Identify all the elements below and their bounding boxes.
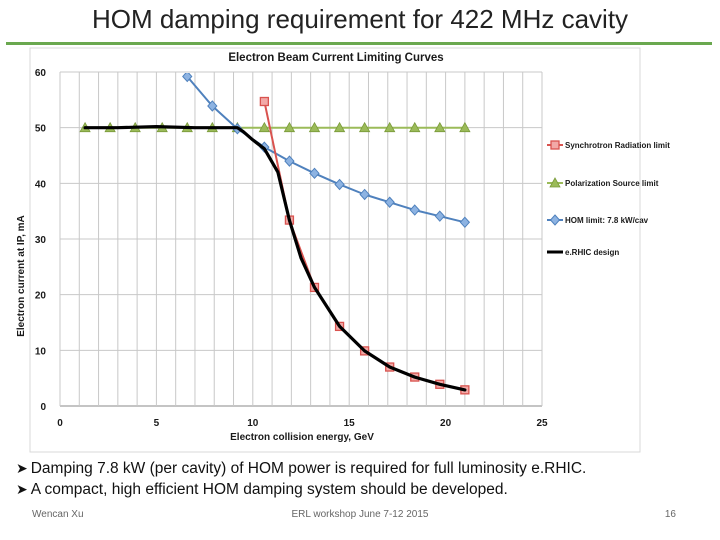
legend: Synchrotron Radiation limit Polarization … — [547, 140, 670, 257]
data-point — [259, 96, 270, 107]
x-tick-labels: 0 5 10 15 20 25 — [57, 418, 548, 429]
data-point — [358, 121, 371, 133]
x-tick-label: 10 — [247, 418, 259, 429]
arrow-bullet-icon: ➤ — [16, 460, 28, 476]
x-axis-label: Electron collision energy, GeV — [230, 432, 374, 443]
legend-label: HOM limit: 7.8 kW/cav — [565, 216, 649, 225]
footer-author: Wencan Xu — [32, 509, 84, 520]
bullet-item: ➤ A compact, high efficient HOM damping s… — [16, 479, 716, 500]
series-hom-limit-7-8-kw-cav — [182, 73, 471, 229]
data-point — [333, 121, 346, 133]
footer-page-number: 16 — [664, 509, 676, 520]
data-point — [434, 121, 446, 133]
series-e-rhic-design — [83, 124, 467, 392]
title-divider — [6, 42, 712, 45]
footer-event: ERL workshop June 7-12 2015 — [291, 509, 429, 520]
chart-frame — [29, 47, 641, 453]
y-tick-label: 60 — [35, 68, 47, 79]
data-point — [359, 188, 370, 201]
slide-title: HOM damping requirement for 422 MHz cavi… — [91, 4, 629, 34]
data-point — [308, 121, 321, 133]
bullet-text: Damping 7.8 kW (per cavity) of HOM power… — [30, 460, 587, 477]
x-tick-label: 5 — [154, 418, 160, 429]
legend-label: e.RHIC design — [565, 248, 619, 257]
data-point — [309, 167, 320, 180]
data-point — [207, 100, 218, 112]
arrow-bullet-icon: ➤ — [16, 481, 28, 497]
legend-label: Polarization Source limit — [565, 179, 659, 188]
data-point — [409, 204, 420, 216]
bullet-item: ➤ Damping 7.8 kW (per cavity) of HOM powe… — [16, 458, 716, 479]
data-point — [384, 196, 395, 209]
legend-swatch-marker — [550, 140, 560, 150]
y-axis-label: Electron current at IP, mA — [16, 215, 27, 337]
data-point — [459, 121, 471, 133]
data-point — [409, 121, 421, 133]
bullet-text: A compact, high efficient HOM damping sy… — [30, 481, 508, 498]
data-point — [283, 121, 296, 133]
x-tick-label: 25 — [536, 418, 548, 429]
data-point — [334, 178, 345, 191]
series-line — [83, 124, 467, 392]
y-tick-label: 20 — [35, 291, 47, 302]
data-point — [459, 216, 471, 229]
data-point — [258, 121, 271, 133]
data-point — [182, 73, 193, 83]
legend-item-synchrotron-radiation-limit: Synchrotron Radiation limit — [547, 140, 670, 150]
legend-item-polarization-source-limit: Polarization Source limit — [547, 177, 659, 188]
x-tick-label: 20 — [440, 418, 452, 429]
y-tick-label: 30 — [35, 235, 47, 246]
x-tick-label: 15 — [344, 418, 356, 429]
data-point — [284, 155, 295, 167]
legend-item-e-rhic-design: e.RHIC design — [547, 248, 619, 257]
series-layer — [79, 73, 471, 395]
y-tick-label: 0 — [40, 402, 46, 413]
y-tick-label: 10 — [35, 346, 47, 357]
data-point — [384, 121, 396, 133]
chart-title: Electron Beam Current Limiting Curves — [228, 52, 443, 64]
x-tick-label: 0 — [57, 418, 63, 429]
limiting-curves-chart: Electron Beam Current Limiting Curves 0 1… — [16, 47, 670, 453]
data-point — [434, 210, 445, 222]
bullet-list: ➤ Damping 7.8 kW (per cavity) of HOM powe… — [16, 458, 716, 500]
y-tick-label: 40 — [35, 179, 47, 190]
legend-swatch-marker — [549, 177, 561, 188]
legend-label: Synchrotron Radiation limit — [565, 141, 670, 150]
y-tick-label: 50 — [35, 124, 47, 135]
legend-item-hom-limit-7-8-kw-cav: HOM limit: 7.8 kW/cav — [547, 214, 649, 226]
y-tick-labels: 0 10 20 30 40 50 60 — [35, 68, 47, 413]
legend-swatch-marker — [549, 214, 561, 226]
